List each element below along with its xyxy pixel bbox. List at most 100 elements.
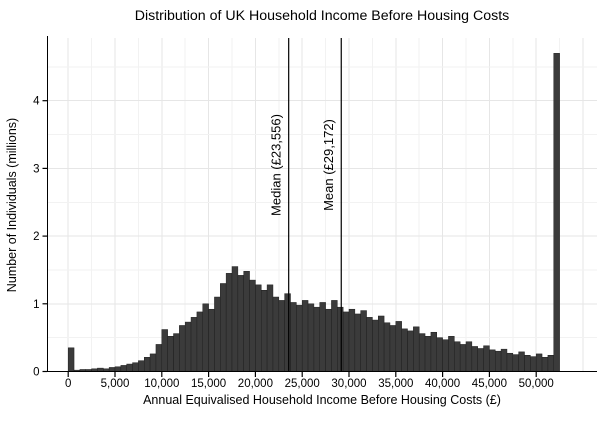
histogram-bar (266, 284, 274, 372)
histogram-bar (132, 362, 139, 372)
x-axis-tick-label: 30,000 (331, 378, 366, 390)
histogram-bar (477, 348, 484, 372)
x-axis-tick-label: 25,000 (285, 378, 320, 390)
histogram-bar (506, 352, 514, 372)
histogram-bar (179, 325, 186, 372)
x-axis-tick-label: 35,000 (378, 378, 413, 390)
histogram-bar (372, 319, 379, 372)
histogram-bar (383, 322, 391, 372)
histogram-bar (407, 330, 414, 372)
histogram-bar (547, 355, 555, 372)
y-axis-tick-label: 0 (33, 367, 39, 379)
histogram-bar (541, 357, 549, 372)
histogram-bar (161, 329, 168, 372)
histogram-bar (261, 290, 268, 372)
histogram-bar (155, 344, 163, 372)
histogram-bar (255, 284, 262, 372)
histogram-bar (173, 333, 180, 372)
x-axis-tick-label: 45,000 (472, 378, 507, 390)
histogram-bar (342, 311, 350, 372)
x-axis-title: Annual Equivalised Household Income Befo… (143, 393, 501, 407)
histogram-bar (518, 351, 525, 372)
histogram-bar (296, 304, 303, 372)
chart-title: Distribution of UK Household Income Befo… (135, 8, 510, 24)
histogram-bars (67, 53, 560, 372)
y-axis-title: Number of Individuals (millions) (5, 118, 19, 292)
histogram-bar (471, 346, 478, 372)
histogram-bar (459, 344, 467, 372)
x-axis-tick-label: 0 (65, 378, 71, 390)
histogram-bar (436, 337, 443, 372)
histogram-bar (378, 315, 385, 372)
x-axis-tick-label: 20,000 (238, 378, 273, 390)
histogram-bar (489, 349, 496, 372)
histogram-bar (512, 354, 519, 372)
histogram-bar (290, 302, 297, 372)
histogram-bar (214, 296, 221, 372)
histogram-bar (553, 53, 560, 372)
histogram-bar (237, 275, 244, 372)
histogram-bar (500, 348, 508, 372)
histogram-bar (442, 339, 449, 372)
histogram-bar (120, 365, 127, 372)
histogram-bar (243, 271, 250, 372)
y-axis-tick-label: 1 (33, 299, 39, 311)
histogram-bar (418, 333, 426, 372)
histogram-bar (202, 303, 209, 372)
histogram-bar (424, 336, 432, 372)
y-axis-tick-label: 2 (33, 231, 39, 243)
histogram-bar (220, 283, 227, 372)
histogram-bar (301, 300, 309, 372)
histogram-bar (430, 331, 437, 372)
histogram-bar (395, 321, 402, 372)
histogram-bar (337, 306, 344, 372)
histogram-bar (354, 313, 361, 372)
histogram-bar (208, 308, 215, 372)
histogram-bar (465, 341, 473, 372)
histogram-bar (530, 356, 537, 372)
histogram-bar (184, 321, 192, 372)
histogram-bar (196, 311, 203, 372)
y-axis-tick-label: 4 (33, 96, 40, 108)
histogram-bar (149, 353, 157, 372)
x-axis-tick-label: 15,000 (191, 378, 226, 390)
histogram-bar (190, 317, 198, 372)
histogram-bar (138, 360, 145, 372)
histogram-bar (331, 300, 338, 372)
histogram-bar (325, 308, 332, 372)
histogram-bar (144, 357, 151, 372)
x-axis-tick-label: 10,000 (144, 378, 179, 390)
histogram-bar (114, 366, 122, 372)
histogram-bar (272, 296, 280, 372)
histogram-bar (413, 326, 420, 372)
histogram-bar (319, 302, 326, 372)
reference-lines: Median (£23,556) Mean (£29,172) (269, 38, 342, 372)
histogram-bar (401, 328, 408, 372)
histogram-bar (278, 300, 285, 372)
histogram-bar (483, 345, 490, 372)
histogram-bar (126, 363, 133, 372)
x-axis-tick-label: 40,000 (425, 378, 460, 390)
mean-line-label: Mean (£29,172) (321, 119, 336, 211)
histogram-bar (231, 266, 239, 372)
histogram-bar (284, 293, 291, 372)
histogram-bar (389, 325, 397, 372)
histogram-bar (167, 336, 174, 372)
histogram-bar (454, 341, 461, 372)
histogram-bar (249, 279, 256, 372)
histogram-bar (307, 303, 315, 372)
histogram-bar (495, 350, 502, 372)
histogram-bar (67, 347, 75, 372)
histogram-bar (524, 355, 531, 372)
histogram-bar (313, 306, 320, 372)
x-axis-tick-label: 50,000 (519, 378, 554, 390)
histogram-bar (448, 336, 455, 372)
x-axis-tick-label: 5,000 (101, 378, 130, 390)
histogram-bar (360, 310, 367, 372)
histogram-bar (348, 308, 356, 372)
histogram-bar (535, 353, 543, 372)
histogram-bar (225, 273, 233, 372)
y-axis-tick-label: 3 (33, 163, 39, 175)
